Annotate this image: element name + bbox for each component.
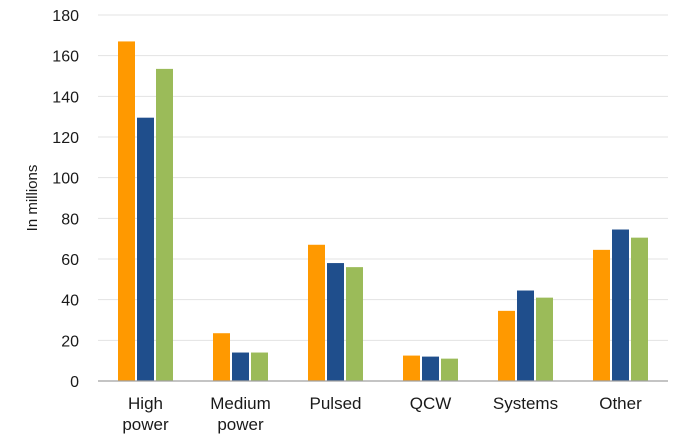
category-label: Medium power [210,394,270,434]
y-axis-ticks: 0 20 40 60 80 100 120 140 160 180 [52,8,79,391]
y-tick-label: 140 [52,89,79,106]
bar-4-0 [498,310,515,381]
category-label: QCW [410,394,452,413]
category-label: Systems [493,394,558,413]
bar-5-2 [631,237,648,381]
gridlines [98,14,668,341]
y-tick-label: 0 [70,374,79,391]
category-label-line: Pulsed [310,394,362,413]
bar-2-1 [327,263,344,381]
category-label: Pulsed [310,394,362,413]
bars [118,41,648,381]
y-tick-label: 60 [61,252,79,269]
category-label-line: High [128,394,163,413]
bar-0-2 [156,68,173,381]
category-label-line: QCW [410,394,452,413]
category-label: Other [599,394,642,413]
category-label-line: power [217,415,264,434]
y-tick-label: 120 [52,130,79,147]
bar-1-2 [251,352,268,381]
category-label: High power [122,394,169,434]
y-tick-label: 160 [52,49,79,66]
bar-4-2 [536,297,553,381]
category-label-line: Other [599,394,642,413]
bar-0-0 [118,41,135,381]
y-axis-title: In millions [24,165,41,232]
y-tick-label: 180 [52,8,79,25]
bar-3-2 [441,358,458,381]
bar-3-1 [422,356,439,381]
bar-2-0 [308,244,325,381]
bar-0-1 [137,117,154,381]
y-tick-label: 80 [61,211,79,228]
bar-1-0 [213,333,230,381]
y-tick-label: 100 [52,171,79,188]
y-tick-label: 40 [61,293,79,310]
category-label-line: Medium [210,394,270,413]
bar-4-1 [517,290,534,381]
bar-2-2 [346,267,363,381]
category-label-line: Systems [493,394,558,413]
bar-5-0 [593,249,610,381]
category-label-line: power [122,415,169,434]
y-tick-label: 20 [61,333,79,350]
bar-1-1 [232,352,249,381]
bar-3-0 [403,355,420,381]
x-axis-labels: High power Medium power Pulsed QCW Systems Othe… [122,394,642,434]
bar-5-1 [612,229,629,381]
